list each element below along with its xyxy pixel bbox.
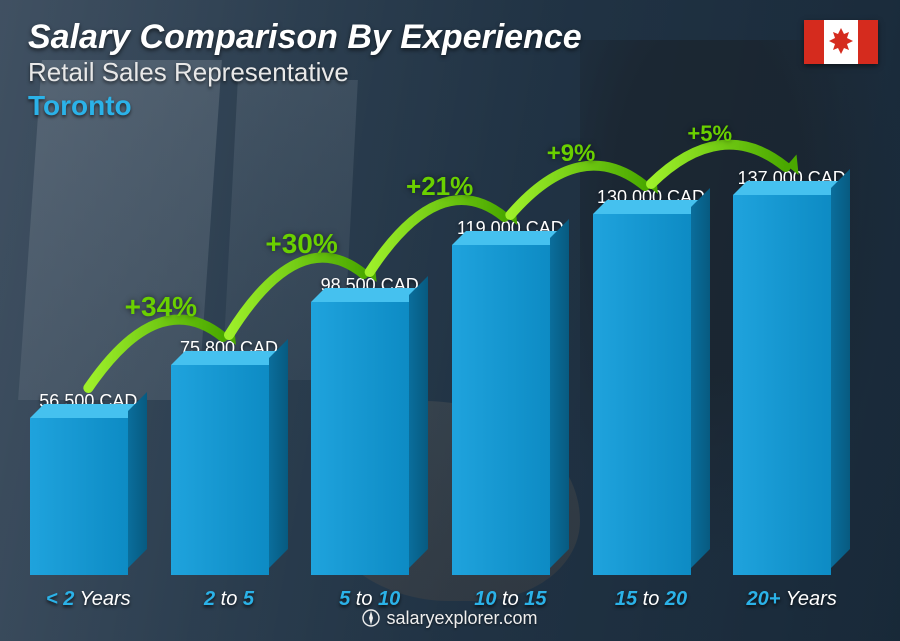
bar-column: 130,000 CAD15 to 20 bbox=[593, 187, 710, 575]
bar bbox=[171, 365, 288, 575]
flag-canada-icon bbox=[804, 20, 878, 64]
footer: salaryexplorer.com bbox=[0, 608, 900, 629]
bar-column: 98,500 CAD5 to 10 bbox=[311, 275, 428, 575]
percent-increase-label: +34% bbox=[125, 291, 197, 323]
bar-column: 75,800 CAD2 to 5 bbox=[171, 338, 288, 575]
bar bbox=[452, 245, 569, 575]
bar bbox=[30, 418, 147, 575]
chart-title: Salary Comparison By Experience bbox=[28, 18, 872, 57]
bar-column: 119,000 CAD10 to 15 bbox=[452, 218, 569, 575]
percent-increase-label: +9% bbox=[547, 140, 596, 168]
bar bbox=[593, 214, 710, 575]
bar bbox=[733, 195, 850, 575]
bar bbox=[311, 302, 428, 575]
chart-subtitle: Retail Sales Representative bbox=[28, 57, 872, 88]
bar-column: 137,000 CAD20+ Years bbox=[733, 168, 850, 575]
compass-icon bbox=[362, 609, 380, 627]
percent-increase-label: +21% bbox=[406, 171, 473, 202]
percent-increase-label: +30% bbox=[265, 228, 337, 260]
bar-column: 56,500 CAD< 2 Years bbox=[30, 391, 147, 575]
percent-increase-label: +5% bbox=[687, 121, 732, 147]
bar-chart: 56,500 CAD< 2 Years75,800 CAD2 to 598,50… bbox=[30, 105, 850, 575]
footer-text: salaryexplorer.com bbox=[386, 608, 537, 628]
